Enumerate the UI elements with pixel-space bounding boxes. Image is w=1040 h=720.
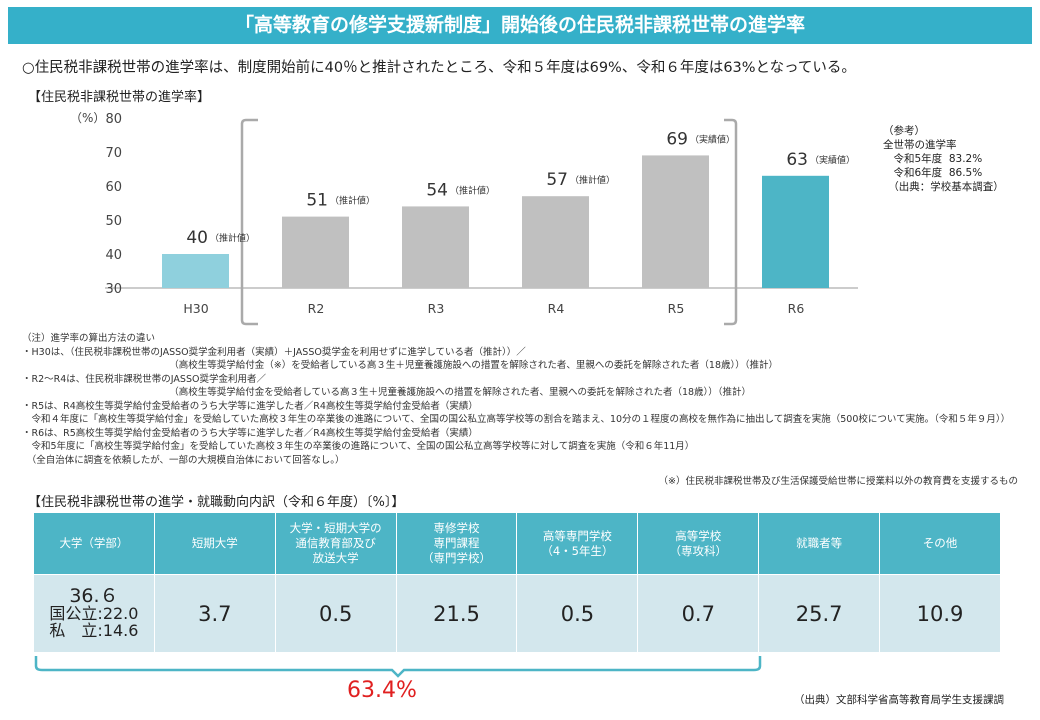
data-note: （推計値）: [570, 174, 615, 186]
value-cell: 3.7: [153, 574, 276, 653]
period-bracket: [240, 118, 738, 326]
y-tick-label: 30: [105, 282, 122, 297]
data-note: （推計値）: [330, 195, 375, 207]
column-header: 就職者等: [758, 512, 881, 575]
data-label: 63: [786, 150, 808, 170]
bar-H30: [162, 254, 229, 288]
x-tick-label: R2: [308, 301, 325, 316]
data-label: 69: [666, 129, 688, 149]
y-axis-label: （%）: [70, 111, 105, 125]
column-header: 短期大学: [153, 512, 276, 575]
data-label: 57: [546, 170, 568, 190]
y-tick-label: 40: [105, 248, 122, 263]
value-cell: 21.5: [395, 574, 518, 653]
sum-label: 63.4%: [347, 678, 417, 703]
x-tick-label: H30: [183, 301, 208, 316]
x-tick-label: R4: [548, 301, 565, 316]
x-tick-label: R3: [428, 301, 445, 316]
value-cell: 0.5: [274, 574, 397, 653]
value-cell: 0.7: [637, 574, 760, 653]
university-total: 36.６: [69, 585, 119, 607]
bar-R5: [642, 155, 709, 288]
data-label: 40: [186, 228, 208, 248]
university-public: 国公立:22.0: [49, 604, 139, 623]
bar-R6: [762, 175, 829, 288]
footnote: （※）住民税非課税世帯及び生活保護受給世帯に授業料以外の教育費を支援するもの: [658, 476, 1018, 487]
chart-subtitle: 【住民税非課税世帯の進学率】: [28, 90, 211, 105]
data-label: 54: [426, 180, 448, 200]
bar-R4: [522, 196, 589, 288]
method-notes: （注）進学率の算出方法の違い ・H30は、（住民税非課税世帯のJASSO奨学金利…: [22, 333, 1011, 466]
university-cell: 36.６ 国公立:22.0 私 立:14.6: [33, 574, 155, 653]
lead-text: ○住民税非課税世帯の進学率は、制度開始前に40％と推計されたところ、令和５年度は…: [22, 60, 856, 76]
table-subtitle: 【住民税非課税世帯の進学・就職動向内訳（令和６年度）〔%〕】: [28, 495, 405, 510]
column-header: その他: [879, 512, 1001, 575]
y-tick-label: 50: [105, 214, 122, 229]
bar-R2: [282, 216, 349, 288]
column-header: 大学・短期大学の 通信教育部及び 放送大学: [274, 512, 397, 575]
y-tick-label: 80: [105, 112, 122, 127]
x-tick-label: R5: [668, 301, 685, 316]
source: （出典）文部科学省高等教育局学生支援課調: [794, 694, 1004, 706]
data-note: （推計値）: [450, 184, 495, 196]
data-note: （実績値）: [690, 133, 735, 145]
column-header: 専修学校 専門課程 （専門学校）: [395, 512, 518, 575]
x-tick-label: R6: [788, 301, 805, 316]
page-title: 「高等教育の修学支援新制度」開始後の住民税非課税世帯の進学率: [8, 7, 1032, 44]
value-cell: 25.7: [758, 574, 881, 653]
data-note: （実績値）: [810, 154, 855, 166]
bar-R3: [402, 206, 469, 288]
column-header: 高等専門学校 （4・5年生）: [516, 512, 639, 575]
column-header: 高等学校 （専攻科）: [637, 512, 760, 575]
value-cell: 0.5: [516, 574, 639, 653]
data-label: 51: [306, 191, 328, 211]
value-cell: 10.9: [879, 574, 1001, 653]
data-note: （推計値）: [210, 232, 255, 244]
university-private: 私 立:14.6: [49, 621, 139, 640]
y-tick-label: 60: [105, 180, 122, 195]
breakdown-table: 大学（学部） 短期大学 大学・短期大学の 通信教育部及び 放送大学 専修学校 専門課程 （専門…: [33, 512, 1001, 653]
column-header: 大学（学部）: [33, 512, 155, 575]
y-tick-label: 70: [105, 146, 122, 161]
reference-note: （参考） 全世帯の進学率 令和5年度 83.2% 令和6年度 86.5% （出典…: [883, 125, 1004, 193]
